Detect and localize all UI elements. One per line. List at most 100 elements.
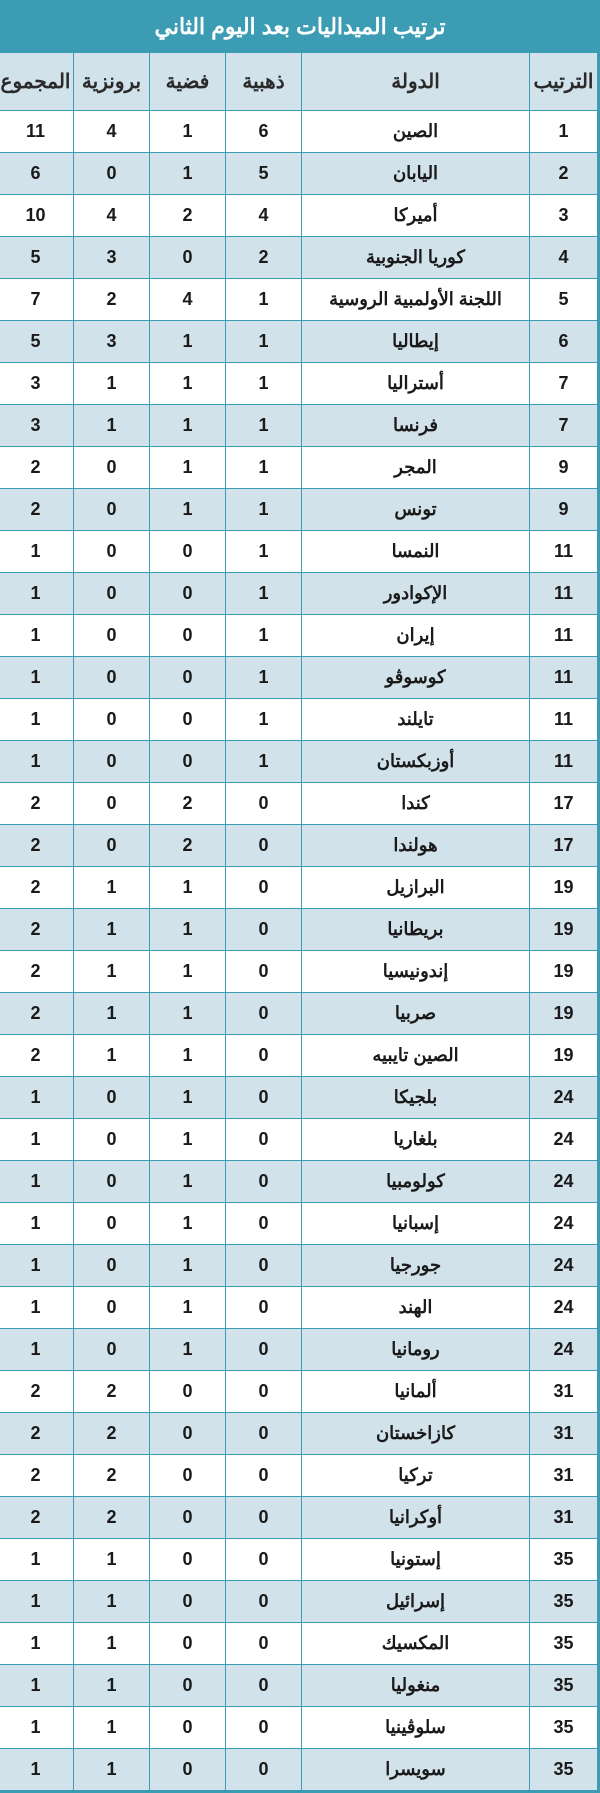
cell-bronze: 0 [74, 1245, 150, 1287]
cell-gold: 5 [226, 153, 302, 195]
cell-total: 5 [0, 321, 74, 363]
cell-total: 2 [0, 447, 74, 489]
cell-bronze: 1 [74, 909, 150, 951]
cell-country: الصين تايبيه [302, 1035, 530, 1077]
cell-silver: 0 [150, 1623, 226, 1665]
table-row: 31تركيا0022 [0, 1455, 598, 1497]
cell-rank: 24 [530, 1245, 598, 1287]
table-row: 24الهند0101 [0, 1287, 598, 1329]
cell-total: 1 [0, 1077, 74, 1119]
cell-bronze: 2 [74, 1497, 150, 1539]
cell-country: بلغاريا [302, 1119, 530, 1161]
cell-gold: 0 [226, 1749, 302, 1791]
cell-country: إيران [302, 615, 530, 657]
cell-gold: 2 [226, 237, 302, 279]
cell-silver: 1 [150, 951, 226, 993]
cell-rank: 24 [530, 1161, 598, 1203]
cell-total: 1 [0, 1329, 74, 1371]
cell-silver: 1 [150, 1245, 226, 1287]
cell-silver: 0 [150, 1665, 226, 1707]
cell-silver: 0 [150, 1749, 226, 1791]
cell-rank: 31 [530, 1497, 598, 1539]
medal-table: الترتيب الدولة ذهبية فضية برونزية المجمو… [0, 52, 598, 1791]
table-row: 19صربيا0112 [0, 993, 598, 1035]
cell-rank: 24 [530, 1119, 598, 1161]
cell-silver: 1 [150, 909, 226, 951]
table-row: 11الإكوادور1001 [0, 573, 598, 615]
cell-country: تايلند [302, 699, 530, 741]
cell-country: كوريا الجنوبية [302, 237, 530, 279]
cell-rank: 9 [530, 489, 598, 531]
cell-country: إيطاليا [302, 321, 530, 363]
cell-bronze: 0 [74, 153, 150, 195]
col-header-country: الدولة [302, 53, 530, 111]
cell-gold: 0 [226, 1539, 302, 1581]
table-row: 17هولندا0202 [0, 825, 598, 867]
cell-country: سويسرا [302, 1749, 530, 1791]
cell-total: 1 [0, 1119, 74, 1161]
cell-rank: 6 [530, 321, 598, 363]
cell-silver: 2 [150, 195, 226, 237]
cell-total: 1 [0, 573, 74, 615]
cell-country: كندا [302, 783, 530, 825]
cell-gold: 1 [226, 489, 302, 531]
cell-bronze: 0 [74, 1329, 150, 1371]
cell-silver: 1 [150, 111, 226, 153]
table-row: 1الصين61411 [0, 111, 598, 153]
cell-bronze: 0 [74, 1119, 150, 1161]
cell-rank: 19 [530, 867, 598, 909]
cell-gold: 0 [226, 783, 302, 825]
cell-gold: 0 [226, 1161, 302, 1203]
cell-silver: 0 [150, 1581, 226, 1623]
cell-country: الصين [302, 111, 530, 153]
cell-silver: 0 [150, 1371, 226, 1413]
cell-gold: 0 [226, 825, 302, 867]
cell-gold: 0 [226, 1581, 302, 1623]
table-row: 31كازاخستان0022 [0, 1413, 598, 1455]
cell-total: 1 [0, 741, 74, 783]
cell-gold: 0 [226, 867, 302, 909]
table-row: 19إندونيسيا0112 [0, 951, 598, 993]
cell-silver: 1 [150, 1329, 226, 1371]
page-title: ترتيب الميداليات بعد اليوم الثاني [2, 2, 598, 52]
cell-silver: 1 [150, 993, 226, 1035]
cell-silver: 0 [150, 1707, 226, 1749]
cell-rank: 24 [530, 1287, 598, 1329]
cell-gold: 0 [226, 1077, 302, 1119]
cell-total: 2 [0, 1455, 74, 1497]
cell-gold: 0 [226, 951, 302, 993]
cell-gold: 0 [226, 1497, 302, 1539]
cell-country: إسرائيل [302, 1581, 530, 1623]
cell-rank: 7 [530, 405, 598, 447]
cell-silver: 1 [150, 153, 226, 195]
cell-rank: 17 [530, 825, 598, 867]
cell-total: 1 [0, 1749, 74, 1791]
cell-bronze: 1 [74, 1035, 150, 1077]
cell-bronze: 1 [74, 1581, 150, 1623]
cell-rank: 31 [530, 1413, 598, 1455]
cell-gold: 0 [226, 1119, 302, 1161]
cell-silver: 1 [150, 321, 226, 363]
cell-rank: 17 [530, 783, 598, 825]
cell-gold: 0 [226, 1413, 302, 1455]
cell-total: 1 [0, 1581, 74, 1623]
cell-rank: 9 [530, 447, 598, 489]
cell-country: كوسوڤو [302, 657, 530, 699]
cell-gold: 0 [226, 1623, 302, 1665]
cell-bronze: 0 [74, 573, 150, 615]
cell-silver: 0 [150, 573, 226, 615]
cell-gold: 1 [226, 363, 302, 405]
cell-bronze: 1 [74, 1707, 150, 1749]
cell-total: 1 [0, 531, 74, 573]
cell-country: أوكرانيا [302, 1497, 530, 1539]
cell-total: 2 [0, 1497, 74, 1539]
cell-country: إسبانيا [302, 1203, 530, 1245]
cell-country: أوزبكستان [302, 741, 530, 783]
table-row: 19بريطانيا0112 [0, 909, 598, 951]
col-header-silver: فضية [150, 53, 226, 111]
cell-gold: 6 [226, 111, 302, 153]
cell-bronze: 0 [74, 825, 150, 867]
cell-total: 10 [0, 195, 74, 237]
cell-country: منغوليا [302, 1665, 530, 1707]
cell-rank: 7 [530, 363, 598, 405]
